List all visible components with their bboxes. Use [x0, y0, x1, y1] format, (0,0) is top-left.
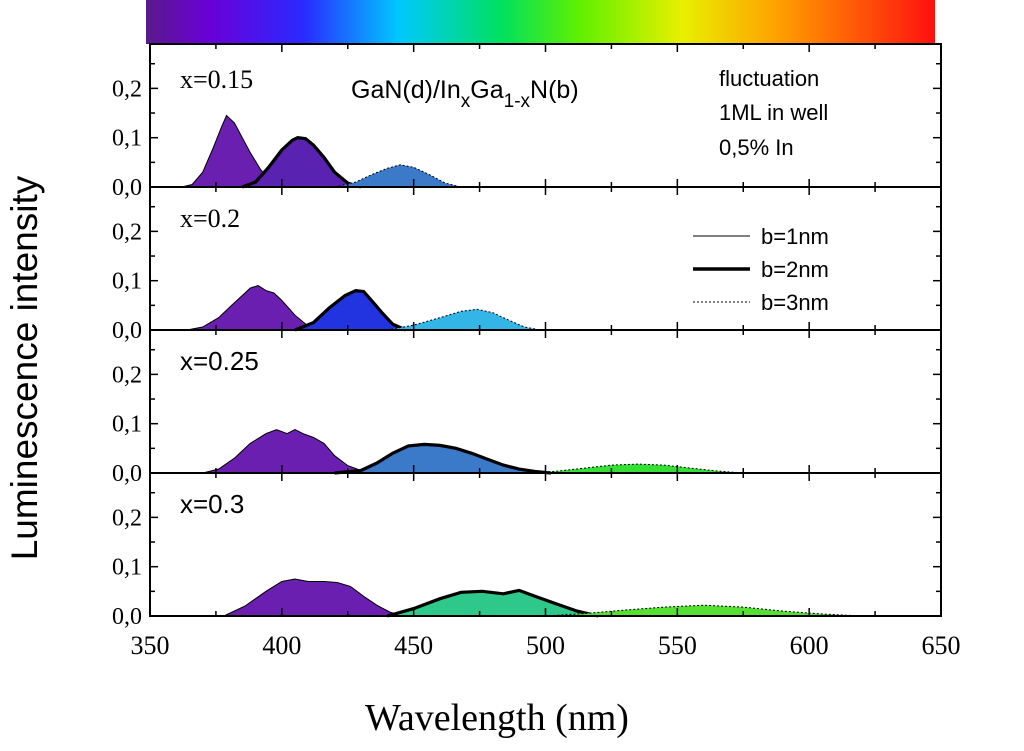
- legend-label-b1: b=1nm: [761, 224, 829, 249]
- annotation-line-3: 0,5% In: [719, 135, 794, 160]
- series-line-b=1nm-panel-4: [223, 578, 404, 617]
- y-axis-label: Luminescence intensity: [4, 175, 45, 560]
- annotation-line-2: 1ML in well: [719, 100, 828, 125]
- series-area-b=2nm-panel-1: [242, 137, 361, 187]
- y-tick-label: 0,0: [112, 175, 142, 201]
- legend-label-b2: b=2nm: [761, 257, 829, 282]
- x-tick-label: 500: [526, 631, 565, 660]
- y-tick-label: 0,1: [112, 126, 142, 152]
- spectrum-bar: [146, 0, 935, 44]
- panel-label: x=0.15: [180, 65, 253, 94]
- series-area-b=2nm-panel-3: [334, 444, 551, 473]
- series-area-b=1nm-panel-2: [186, 285, 317, 330]
- y-tick-label: 0,0: [112, 461, 142, 487]
- series-area-b=3nm-panel-2: [387, 309, 541, 330]
- x-tick-label: 550: [658, 631, 697, 660]
- series-line-b=2nm-panel-4: [386, 588, 599, 618]
- series-area-b=2nm-panel-4: [387, 590, 599, 616]
- y-tick-label: 0,2: [112, 76, 142, 102]
- series-area-b=3nm-panel-3: [532, 464, 744, 473]
- series-line-b=2nm-panel-3: [334, 442, 551, 475]
- x-tick-label: 450: [394, 631, 433, 660]
- y-tick-label: 0,2: [112, 362, 142, 388]
- series-area-b=3nm-panel-1: [334, 164, 462, 187]
- panel-label: x=0.2: [180, 204, 240, 233]
- x-tick-label: 650: [922, 631, 961, 660]
- y-tick-label: 0,2: [112, 505, 142, 531]
- panel-label: x=0.3: [180, 489, 244, 519]
- panel-4: 0,0 0,1 0,2 x=0.3: [112, 472, 942, 630]
- chart-title: GaN(d)/InxGa1-xN(b): [351, 76, 579, 112]
- x-tick-label: 600: [790, 631, 829, 660]
- legend: b=1nm b=2nm b=3nm: [693, 224, 829, 315]
- series-area-b=1nm-panel-3: [202, 429, 369, 473]
- y-tick-label: 0,1: [112, 555, 142, 581]
- series-area-b=1nm-panel-4: [223, 579, 404, 616]
- x-axis-label: Wavelength (nm): [365, 697, 629, 739]
- series-line-b=1nm-panel-3: [202, 429, 369, 474]
- panel-label: x=0.25: [180, 346, 259, 376]
- series-line-b=3nm-panel-2: [387, 308, 541, 331]
- y-tick-label: 0,0: [112, 318, 142, 344]
- series-area-b=2nm-panel-2: [295, 290, 406, 330]
- annotation-line-1: fluctuation: [719, 66, 819, 91]
- y-tick-label: 0,2: [112, 219, 142, 245]
- x-tick-label: 350: [131, 631, 170, 660]
- legend-label-b3: b=3nm: [761, 290, 829, 315]
- series-line-b=1nm-panel-2: [186, 285, 317, 331]
- y-tick-label: 0,0: [112, 604, 142, 630]
- y-tick-label: 0,1: [112, 412, 142, 438]
- x-tick-label: 400: [262, 631, 301, 660]
- series-line-b=2nm-panel-2: [294, 288, 407, 332]
- series-line-b=1nm-panel-1: [181, 114, 283, 188]
- series-area-b=3nm-panel-4: [545, 605, 862, 616]
- panel-2: 0,0 0,1 0,2 x=0.2: [112, 186, 942, 344]
- series-line-b=2nm-panel-1: [241, 136, 362, 189]
- series-line-b=3nm-panel-1: [334, 164, 462, 188]
- series-area-b=1nm-panel-1: [181, 115, 282, 187]
- series-line-b=3nm-panel-3: [532, 463, 744, 474]
- panel-3: 0,0 0,1 0,2 x=0.25: [112, 329, 942, 487]
- y-tick-label: 0,1: [112, 269, 142, 295]
- panel-1: 0,0 0,1 0,2 x=0.15: [112, 43, 942, 201]
